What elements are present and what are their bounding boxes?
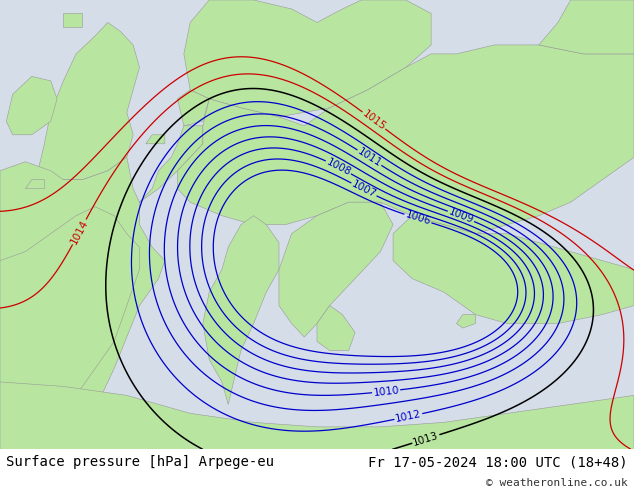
- Text: 1006: 1006: [404, 210, 432, 227]
- Text: © weatheronline.co.uk: © weatheronline.co.uk: [486, 478, 628, 488]
- Polygon shape: [178, 90, 209, 126]
- Polygon shape: [38, 23, 139, 180]
- Polygon shape: [25, 180, 44, 189]
- Polygon shape: [0, 126, 203, 449]
- Polygon shape: [203, 216, 279, 404]
- Polygon shape: [456, 315, 476, 328]
- Text: 1013: 1013: [411, 430, 440, 448]
- Polygon shape: [0, 382, 634, 449]
- Text: 1014: 1014: [68, 218, 90, 246]
- Polygon shape: [146, 135, 165, 144]
- Polygon shape: [279, 202, 393, 337]
- Text: 1015: 1015: [360, 109, 387, 132]
- Text: Surface pressure [hPa] Arpege-eu: Surface pressure [hPa] Arpege-eu: [6, 455, 275, 469]
- Text: 1010: 1010: [373, 385, 399, 398]
- Polygon shape: [393, 216, 634, 323]
- Text: 1007: 1007: [350, 179, 378, 200]
- Polygon shape: [178, 45, 634, 234]
- Text: 1012: 1012: [394, 409, 422, 424]
- Polygon shape: [539, 0, 634, 54]
- Polygon shape: [63, 14, 82, 27]
- Polygon shape: [6, 76, 57, 135]
- Text: 1011: 1011: [356, 147, 383, 169]
- Text: Fr 17-05-2024 18:00 UTC (18+48): Fr 17-05-2024 18:00 UTC (18+48): [368, 455, 628, 469]
- Polygon shape: [184, 0, 431, 117]
- Polygon shape: [0, 207, 139, 414]
- Text: 1008: 1008: [325, 157, 353, 177]
- Polygon shape: [317, 306, 355, 350]
- Text: 1009: 1009: [447, 207, 475, 225]
